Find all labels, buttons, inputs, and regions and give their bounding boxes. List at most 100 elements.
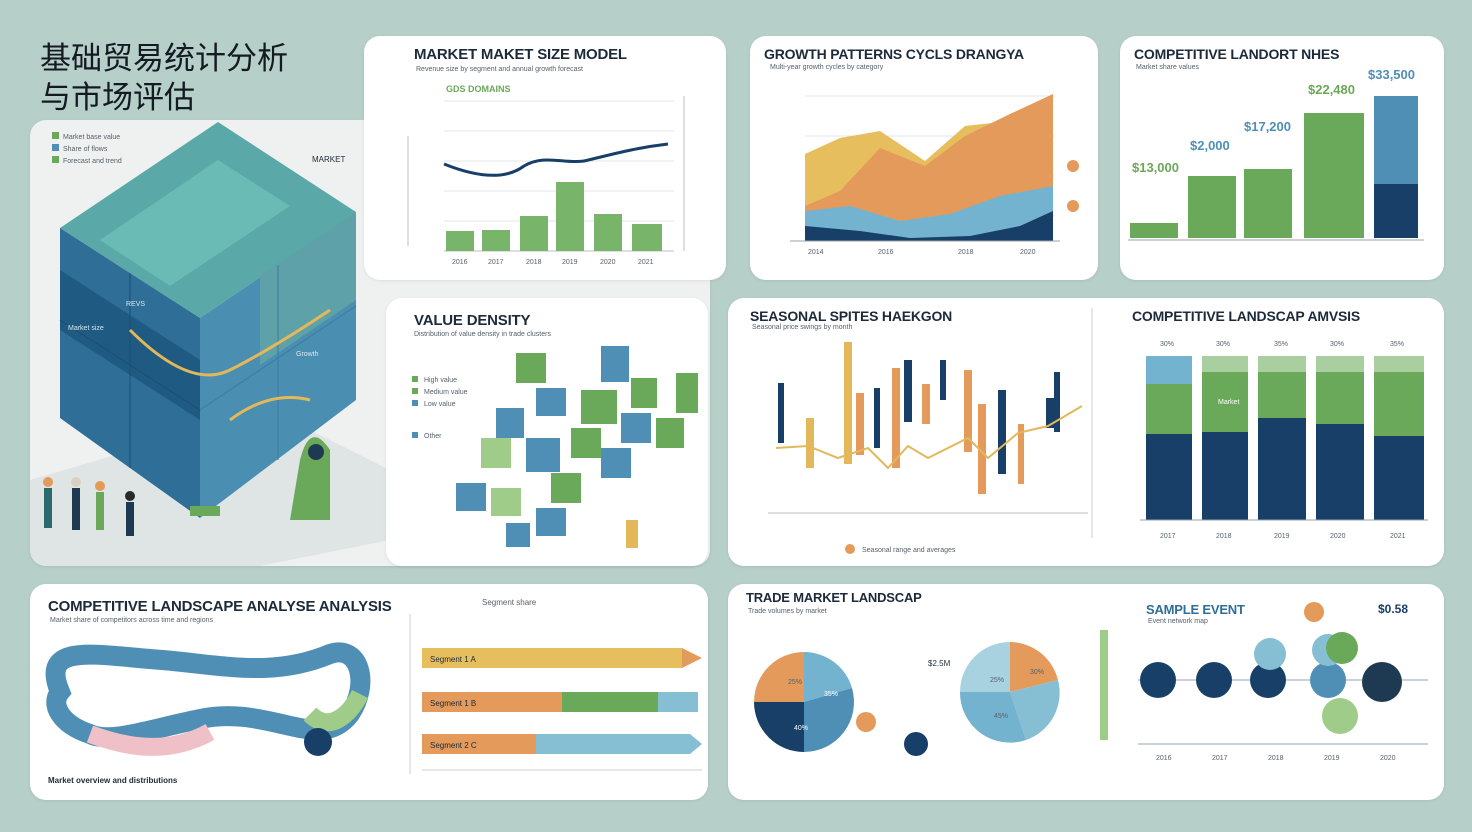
competitive-bottom-subtitle: Market share of competitors across time …: [50, 617, 214, 624]
market-size-title: MARKET MAKET SIZE MODEL: [414, 46, 627, 63]
market-size-chart: 2016 2017 2018 2019 2020 2021: [407, 96, 685, 266]
svg-text:30%: 30%: [1030, 669, 1044, 676]
market-size-subtitle: Revenue size by segment and annual growt…: [416, 66, 583, 73]
area-series-navy: [805, 211, 1053, 241]
svg-text:2020: 2020: [600, 259, 616, 266]
bar-segment: [422, 648, 682, 668]
svg-text:2018: 2018: [526, 259, 542, 266]
competitive-mid-values: 30% 30% 35% 30% 35%: [1160, 341, 1404, 348]
svg-text:2019: 2019: [1324, 755, 1340, 762]
svg-text:2019: 2019: [1274, 533, 1290, 540]
competitive-bottom-footer: Market overview and distributions: [48, 776, 178, 785]
value-density-subtitle: Distribution of value density in trade c…: [414, 331, 551, 338]
competitive-top-panel: COMPETITIVE LANDORT NHES Market share va…: [1120, 36, 1444, 280]
bar: [594, 214, 622, 251]
svg-text:25%: 25%: [788, 679, 802, 686]
cube-illustration: MARKET REVS Market size Growth: [30, 122, 490, 566]
bar: [520, 216, 548, 251]
market-size-series-label: GDS DOMAINS: [446, 84, 511, 94]
cube-label-growth: Growth: [296, 351, 319, 358]
svg-text:Medium value: Medium value: [424, 389, 468, 396]
cube-legend-1: Market base value: [63, 134, 121, 141]
svg-text:2020: 2020: [1380, 755, 1396, 762]
cube-legend-2: Share of flows: [63, 146, 108, 153]
bar: [1304, 113, 1364, 238]
growth-panel: GROWTH PATTERNS CYCLS DRANGYA Multi-year…: [750, 36, 1098, 280]
svg-text:2016: 2016: [452, 259, 468, 266]
competitive-top-chart: $13,000 $2,000 $17,200 $22,480 $33,500: [1128, 67, 1424, 241]
seasonal-title: SEASONAL SPITES HAEKGON: [750, 308, 953, 324]
svg-text:2018: 2018: [958, 249, 974, 256]
trend-line: [443, 142, 669, 177]
title-line-1: 基础贸易统计分析: [40, 41, 288, 77]
svg-text:30%: 30%: [1160, 341, 1174, 348]
bar: [556, 182, 584, 251]
value-density-title: VALUE DENSITY: [414, 312, 531, 329]
svg-text:45%: 45%: [994, 713, 1008, 720]
svg-text:2018: 2018: [1268, 755, 1284, 762]
bar-label: Segment 2 C: [430, 741, 477, 750]
svg-text:2014: 2014: [808, 249, 824, 256]
bar-label: Segment 1 B: [430, 699, 476, 708]
competitive-bottom-panel: COMPETITIVE LANDSCAPE ANALYSE ANALYSIS M…: [30, 584, 708, 800]
competitive-top-subtitle: Market share values: [1136, 64, 1200, 71]
svg-text:40%: 40%: [794, 725, 808, 732]
bar: [1188, 176, 1236, 238]
bar: [446, 231, 474, 251]
density-blocks: [456, 346, 698, 548]
cube-label-revs: REVS: [126, 301, 145, 308]
segment-label: Market: [1218, 399, 1239, 406]
competitive-mid-stacks: [1146, 356, 1424, 520]
cube-legend: Market base value Share of flows Forecas…: [52, 132, 122, 168]
page-title: 基础贸易统计分析 与市场评估: [40, 40, 288, 118]
bar: [482, 230, 510, 251]
svg-text:Other: Other: [424, 433, 442, 440]
sample-event-subtitle: Event network map: [1148, 618, 1208, 625]
bar: [632, 224, 662, 251]
seasonal-legend: Seasonal range and averages: [862, 547, 956, 554]
cube-label-size: Market size: [68, 325, 104, 332]
svg-text:High value: High value: [424, 377, 457, 384]
pie-chart-2: [959, 642, 1060, 743]
growth-subtitle: Multi-year growth cycles by category: [770, 64, 884, 71]
value-label: $17,200: [1244, 119, 1291, 134]
bar-segment: [562, 692, 658, 712]
value-label: $13,000: [1132, 160, 1179, 175]
bar: [1130, 223, 1178, 238]
svg-text:25%: 25%: [990, 677, 1004, 684]
svg-text:2019: 2019: [562, 259, 578, 266]
event-network: [1138, 602, 1428, 745]
competitive-bottom-chart: Segment 1 A Segment 1 B Segment 2 C: [45, 614, 702, 774]
competitive-top-title: COMPETITIVE LANDORT NHES: [1134, 46, 1340, 62]
cube-legend-3: Forecast and trend: [63, 158, 122, 165]
sample-event-value: $0.58: [1378, 602, 1409, 616]
svg-text:35%: 35%: [824, 691, 838, 698]
value-density-panel: VALUE DENSITY Distribution of value dens…: [386, 298, 708, 566]
growth-x-labels: 2014 2016 2018 2020: [808, 249, 1036, 256]
seasonal-candles: Seasonal range and averages 30% 30% 35% …: [768, 308, 1428, 554]
trade-market-subtitle: Trade volumes by market: [748, 608, 827, 615]
svg-text:2017: 2017: [1160, 533, 1176, 540]
value-label: $2,000: [1190, 138, 1230, 153]
bar-label: Segment 1 A: [430, 655, 476, 664]
competitive-bottom-title: COMPETITIVE LANDSCAPE ANALYSE ANALYSIS: [48, 598, 392, 615]
svg-text:2020: 2020: [1020, 249, 1036, 256]
pie-chart-1: [754, 652, 854, 752]
value-density-cluster: High value Medium value Low value Other: [412, 346, 698, 548]
svg-text:30%: 30%: [1330, 341, 1344, 348]
sample-event-title: SAMPLE EVENT: [1146, 602, 1245, 617]
bar: [1374, 184, 1418, 238]
svg-text:35%: 35%: [1390, 341, 1404, 348]
market-size-x-labels: 2016 2017 2018 2019 2020 2021: [452, 259, 654, 266]
svg-text:2021: 2021: [638, 259, 654, 266]
bar: [1374, 96, 1418, 184]
competitive-bottom-legend: Segment share: [482, 598, 537, 607]
growth-title: GROWTH PATTERNS CYCLS DRANGYA: [764, 46, 1024, 62]
svg-text:2017: 2017: [1212, 755, 1228, 762]
people-figures: [43, 477, 220, 536]
svg-text:Low value: Low value: [424, 401, 456, 408]
svg-text:30%: 30%: [1216, 341, 1230, 348]
svg-text:2016: 2016: [878, 249, 894, 256]
value-label: $33,500: [1368, 67, 1415, 82]
candles: [778, 342, 1060, 494]
